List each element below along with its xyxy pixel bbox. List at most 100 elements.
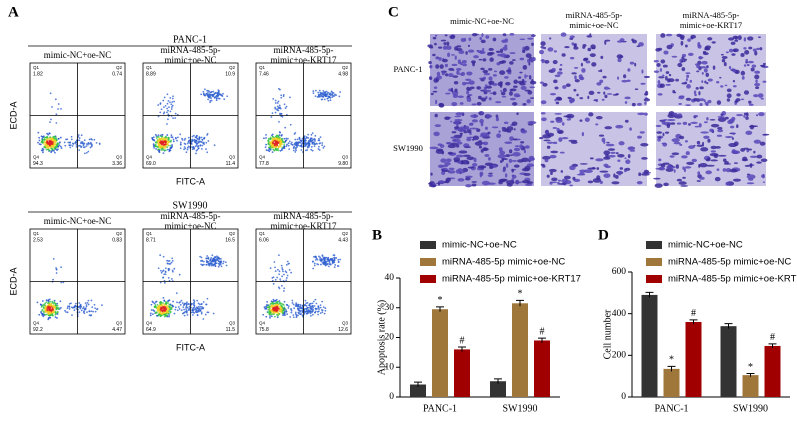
event-dot [206, 151, 209, 154]
event-dot [310, 314, 312, 317]
event-dot [323, 98, 326, 101]
event-dot [50, 304, 52, 307]
stained-cell [732, 79, 736, 83]
event-dot [44, 136, 47, 139]
stained-cell [740, 70, 746, 76]
event-dot [298, 137, 301, 140]
event-dot [53, 309, 56, 312]
stained-cell [438, 180, 445, 185]
stained-cell [701, 71, 704, 75]
stained-cell [685, 78, 689, 81]
event-dot [168, 106, 170, 109]
stained-cell [732, 68, 736, 73]
event-dot [278, 140, 280, 142]
significance-marker: * [748, 362, 753, 373]
event-dot [217, 262, 220, 265]
stained-cell [546, 141, 554, 144]
event-dot [78, 139, 81, 142]
event-dot [281, 115, 284, 118]
event-dot [73, 306, 75, 309]
event-dot [162, 307, 164, 310]
stained-cell [710, 159, 719, 162]
stained-cell [731, 137, 734, 140]
event-dot [290, 141, 293, 144]
event-dot [166, 315, 169, 318]
event-dot [161, 147, 163, 150]
event-dot [287, 142, 290, 145]
stained-cell [698, 164, 701, 168]
stained-cell [451, 138, 461, 143]
stained-cell [558, 182, 567, 185]
event-dot [195, 152, 197, 155]
event-dot [172, 138, 175, 141]
event-dot [214, 260, 217, 263]
event-dot [314, 138, 316, 141]
event-dot [87, 299, 90, 302]
event-dot [321, 93, 324, 95]
y-tick-label: 30 [385, 303, 395, 313]
event-dot [57, 148, 59, 151]
event-dot [287, 307, 290, 309]
event-dot [210, 264, 213, 267]
stained-cell [509, 154, 513, 156]
event-dot [210, 97, 212, 99]
event-dot [94, 307, 97, 310]
stained-cell [665, 71, 670, 74]
stained-cell [485, 35, 490, 39]
stained-cell [627, 68, 631, 72]
event-dot [208, 90, 210, 93]
stained-cell [598, 70, 601, 72]
event-dot [281, 268, 284, 271]
event-dot [337, 258, 340, 261]
event-dot [50, 147, 53, 150]
event-dot [178, 308, 181, 310]
stained-cell [608, 148, 616, 151]
event-dot [162, 276, 164, 279]
stained-cell [597, 91, 601, 94]
stained-cell [665, 75, 668, 81]
event-dot [155, 141, 158, 144]
event-dot [47, 305, 50, 308]
stained-cell [571, 42, 575, 46]
event-dot [85, 145, 88, 148]
event-dot [47, 300, 50, 303]
stained-cell [595, 158, 604, 162]
stained-cell [680, 60, 686, 63]
stained-cell [754, 82, 761, 87]
event-dot [169, 311, 172, 314]
stained-cell [726, 93, 732, 99]
stained-cell [666, 165, 673, 169]
event-dot [46, 313, 48, 316]
event-dot [274, 311, 276, 314]
event-dot [328, 93, 331, 96]
stained-cell [480, 67, 485, 71]
stained-cell [448, 67, 455, 71]
stained-cell [565, 83, 571, 88]
event-dot [66, 307, 69, 309]
event-dot [281, 303, 284, 306]
stained-cell [595, 123, 599, 126]
event-dot [174, 308, 177, 311]
event-dot [170, 278, 173, 280]
stained-cell [696, 70, 700, 73]
event-dot [318, 145, 320, 148]
event-dot [185, 309, 188, 312]
condition-label: mimic+oe-KRT17 [270, 55, 337, 65]
event-dot [317, 148, 320, 150]
event-dot [279, 278, 282, 281]
stained-cell [476, 128, 481, 132]
stained-cell [665, 167, 674, 172]
event-dot [270, 116, 273, 118]
event-dot [311, 139, 314, 141]
event-dot [270, 300, 273, 303]
event-dot [85, 143, 88, 145]
stained-cell [671, 152, 680, 156]
stained-cell [747, 60, 754, 64]
event-dot [280, 134, 283, 137]
event-dot [68, 308, 71, 310]
stained-cell [759, 47, 763, 51]
stained-cell [513, 128, 516, 131]
stained-cell [745, 58, 748, 62]
event-dot [70, 138, 73, 141]
stained-cell [753, 94, 759, 98]
